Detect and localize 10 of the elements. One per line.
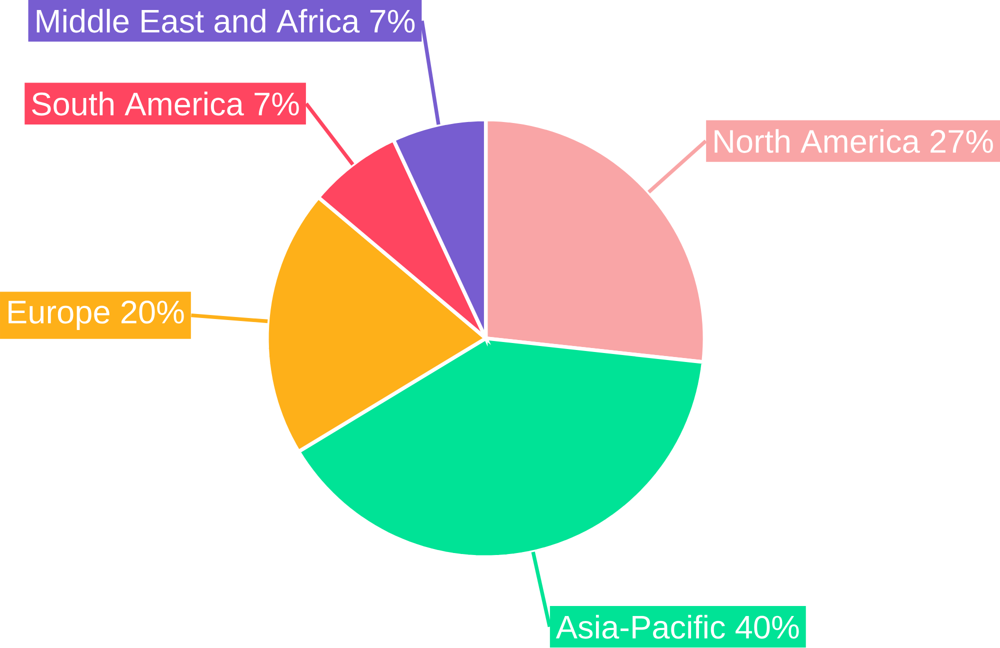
- slice-label: Middle East and Africa: [36, 9, 360, 33]
- data-label: 7%: [370, 10, 415, 33]
- slice-label: South America: [32, 92, 244, 116]
- slice-label: Europe: [8, 301, 110, 330]
- data-label: 7%: [254, 92, 299, 116]
- slice-label: North America: [714, 129, 920, 154]
- data-label: 40%: [736, 616, 799, 639]
- data-label: 20%: [122, 300, 184, 324]
- slice-label: Asia-Pacific: [556, 615, 725, 639]
- data-label: 27%: [930, 130, 993, 154]
